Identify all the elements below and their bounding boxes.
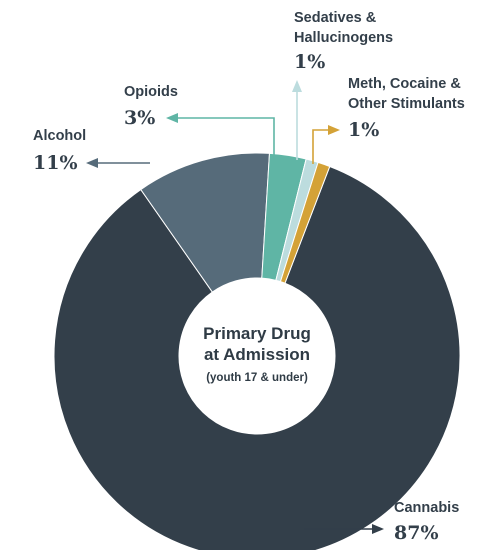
label-stimulants-value: 1% bbox=[348, 119, 379, 141]
arrow-stimulants bbox=[328, 125, 340, 135]
label-sedatives-value: 1% bbox=[294, 51, 325, 73]
slices-group bbox=[53, 152, 461, 550]
label-stimulants-name-1: Meth, Cocaine & bbox=[348, 76, 461, 92]
leader-lines bbox=[86, 80, 384, 534]
donut-hole bbox=[179, 278, 335, 434]
arrow-sedatives bbox=[292, 80, 302, 92]
slice-labels: Alcohol 11% Opioids 3% Sedatives & Hallu… bbox=[33, 10, 465, 544]
label-opioids-value: 3% bbox=[124, 107, 155, 129]
label-opioids-name: Opioids bbox=[124, 84, 178, 100]
label-sedatives-name-1: Sedatives & bbox=[294, 10, 377, 26]
arrow-opioids bbox=[166, 113, 178, 123]
label-alcohol-name: Alcohol bbox=[33, 128, 86, 144]
label-cannabis-name: Cannabis bbox=[394, 500, 459, 516]
center-title-line2: at Admission bbox=[204, 345, 310, 364]
label-stimulants-name-2: Other Stimulants bbox=[348, 96, 465, 112]
center-label: Primary Drug at Admission (youth 17 & un… bbox=[203, 324, 311, 384]
arrow-alcohol bbox=[86, 158, 98, 168]
leader-stimulants bbox=[312, 129, 328, 164]
center-subtitle: (youth 17 & under) bbox=[206, 372, 308, 384]
label-cannabis-value: 87% bbox=[394, 522, 439, 544]
center-title-line1: Primary Drug bbox=[203, 324, 311, 343]
label-sedatives-name-2: Hallucinogens bbox=[294, 30, 393, 46]
leader-opioids bbox=[178, 117, 275, 160]
label-alcohol-value: 11% bbox=[33, 152, 78, 174]
arrow-cannabis bbox=[372, 524, 384, 534]
